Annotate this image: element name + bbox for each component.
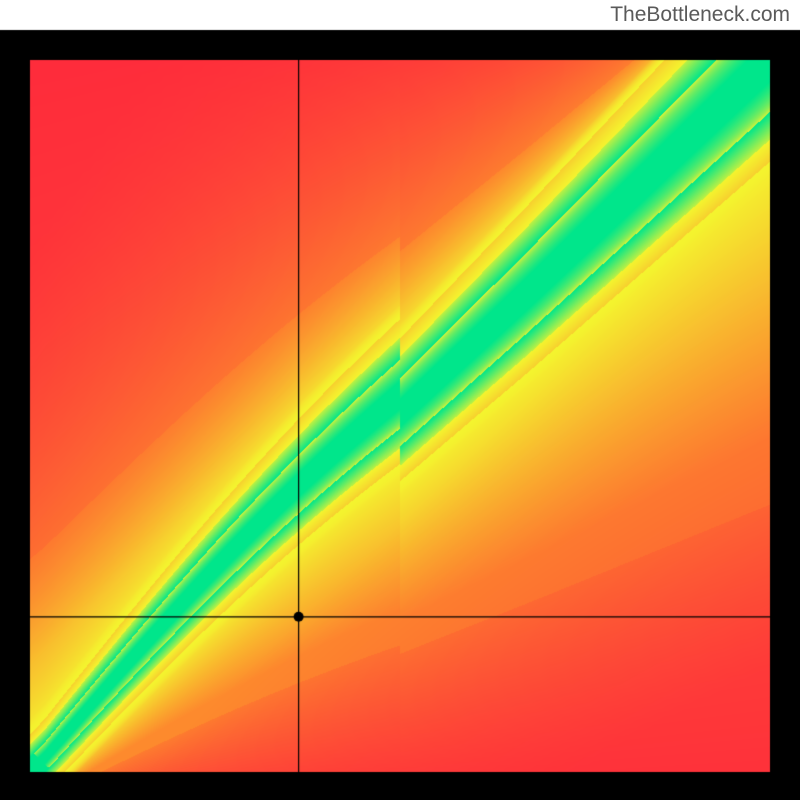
chart-container: TheBottleneck.com xyxy=(0,0,800,800)
heatmap-canvas xyxy=(0,0,800,800)
attribution-text: TheBottleneck.com xyxy=(610,3,790,27)
